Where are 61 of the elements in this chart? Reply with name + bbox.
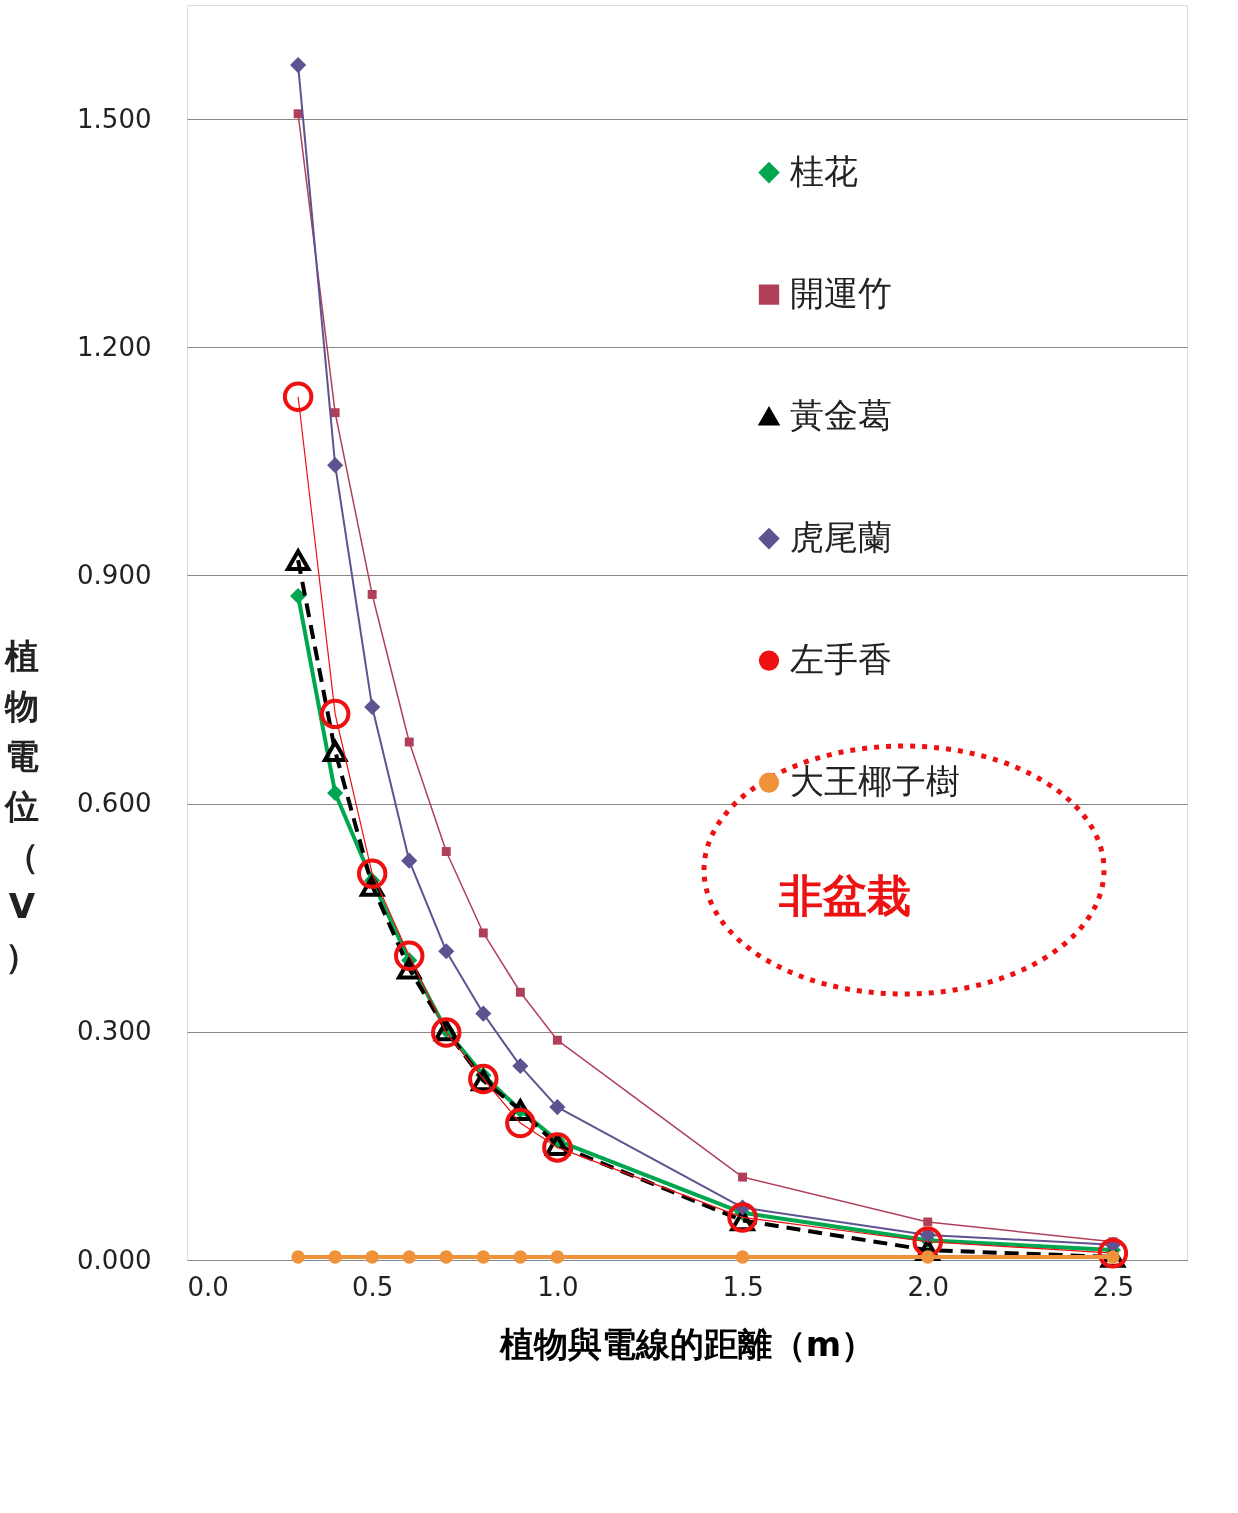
point — [290, 587, 307, 605]
x-tick-label: 2.0 — [907, 1271, 949, 1302]
annotation: 非盆栽 — [778, 870, 911, 921]
point — [330, 408, 340, 418]
legend-label: 左手香 — [790, 638, 892, 679]
point — [923, 1217, 933, 1227]
y-tick-label: 0.600 — [77, 788, 152, 819]
point — [475, 1005, 492, 1022]
y-tick-label: 1.500 — [77, 103, 152, 134]
point — [328, 1250, 342, 1264]
legend-label: 虎尾蘭 — [790, 516, 892, 557]
y-axis-title: 植物電位（V） — [4, 635, 39, 976]
point — [1097, 1237, 1129, 1269]
point — [550, 1250, 565, 1264]
legend-label: 黃金葛 — [790, 394, 892, 435]
x-axis-title: 植物與電線的距離（m） — [498, 1323, 876, 1364]
point — [319, 698, 351, 730]
point — [365, 1250, 379, 1264]
point — [404, 737, 414, 747]
point — [513, 1250, 528, 1264]
point — [327, 784, 344, 802]
y-tick-label: 0.900 — [77, 559, 152, 590]
point — [285, 549, 311, 572]
point — [542, 1132, 573, 1163]
point — [515, 987, 525, 997]
x-tick-label: 0.5 — [352, 1271, 394, 1302]
point — [291, 1250, 305, 1264]
point — [738, 1172, 748, 1182]
legend-label: 大王椰子樹 — [790, 760, 960, 801]
point — [431, 1017, 462, 1048]
point — [282, 381, 314, 412]
point — [505, 1107, 536, 1139]
y-tick-label: 0.300 — [77, 1016, 152, 1047]
x-tick-label: 2.5 — [1092, 1271, 1135, 1302]
point — [367, 590, 377, 599]
point — [290, 57, 307, 74]
point — [512, 1057, 529, 1075]
point — [364, 698, 381, 716]
point — [401, 852, 418, 869]
y-tick-label: 1.200 — [77, 331, 152, 362]
point — [402, 1250, 416, 1264]
legend-label: 桂花 — [789, 150, 858, 191]
legend-label: 開運竹 — [790, 272, 892, 313]
x-tick-label: 1.5 — [722, 1271, 764, 1302]
point — [327, 457, 344, 474]
point — [439, 1250, 453, 1264]
point — [356, 858, 388, 889]
point — [478, 928, 488, 938]
point — [476, 1250, 490, 1264]
point — [393, 940, 425, 971]
y-tick-label: 0.000 — [77, 1244, 152, 1275]
point — [549, 1099, 566, 1116]
x-tick-label: 1.0 — [537, 1271, 579, 1302]
point — [735, 1250, 750, 1264]
point — [322, 740, 348, 763]
point — [441, 847, 451, 857]
point — [912, 1226, 943, 1257]
point — [438, 943, 455, 960]
point — [727, 1202, 758, 1233]
point — [552, 1035, 562, 1045]
x-tick-label: 0.0 — [187, 1271, 229, 1302]
